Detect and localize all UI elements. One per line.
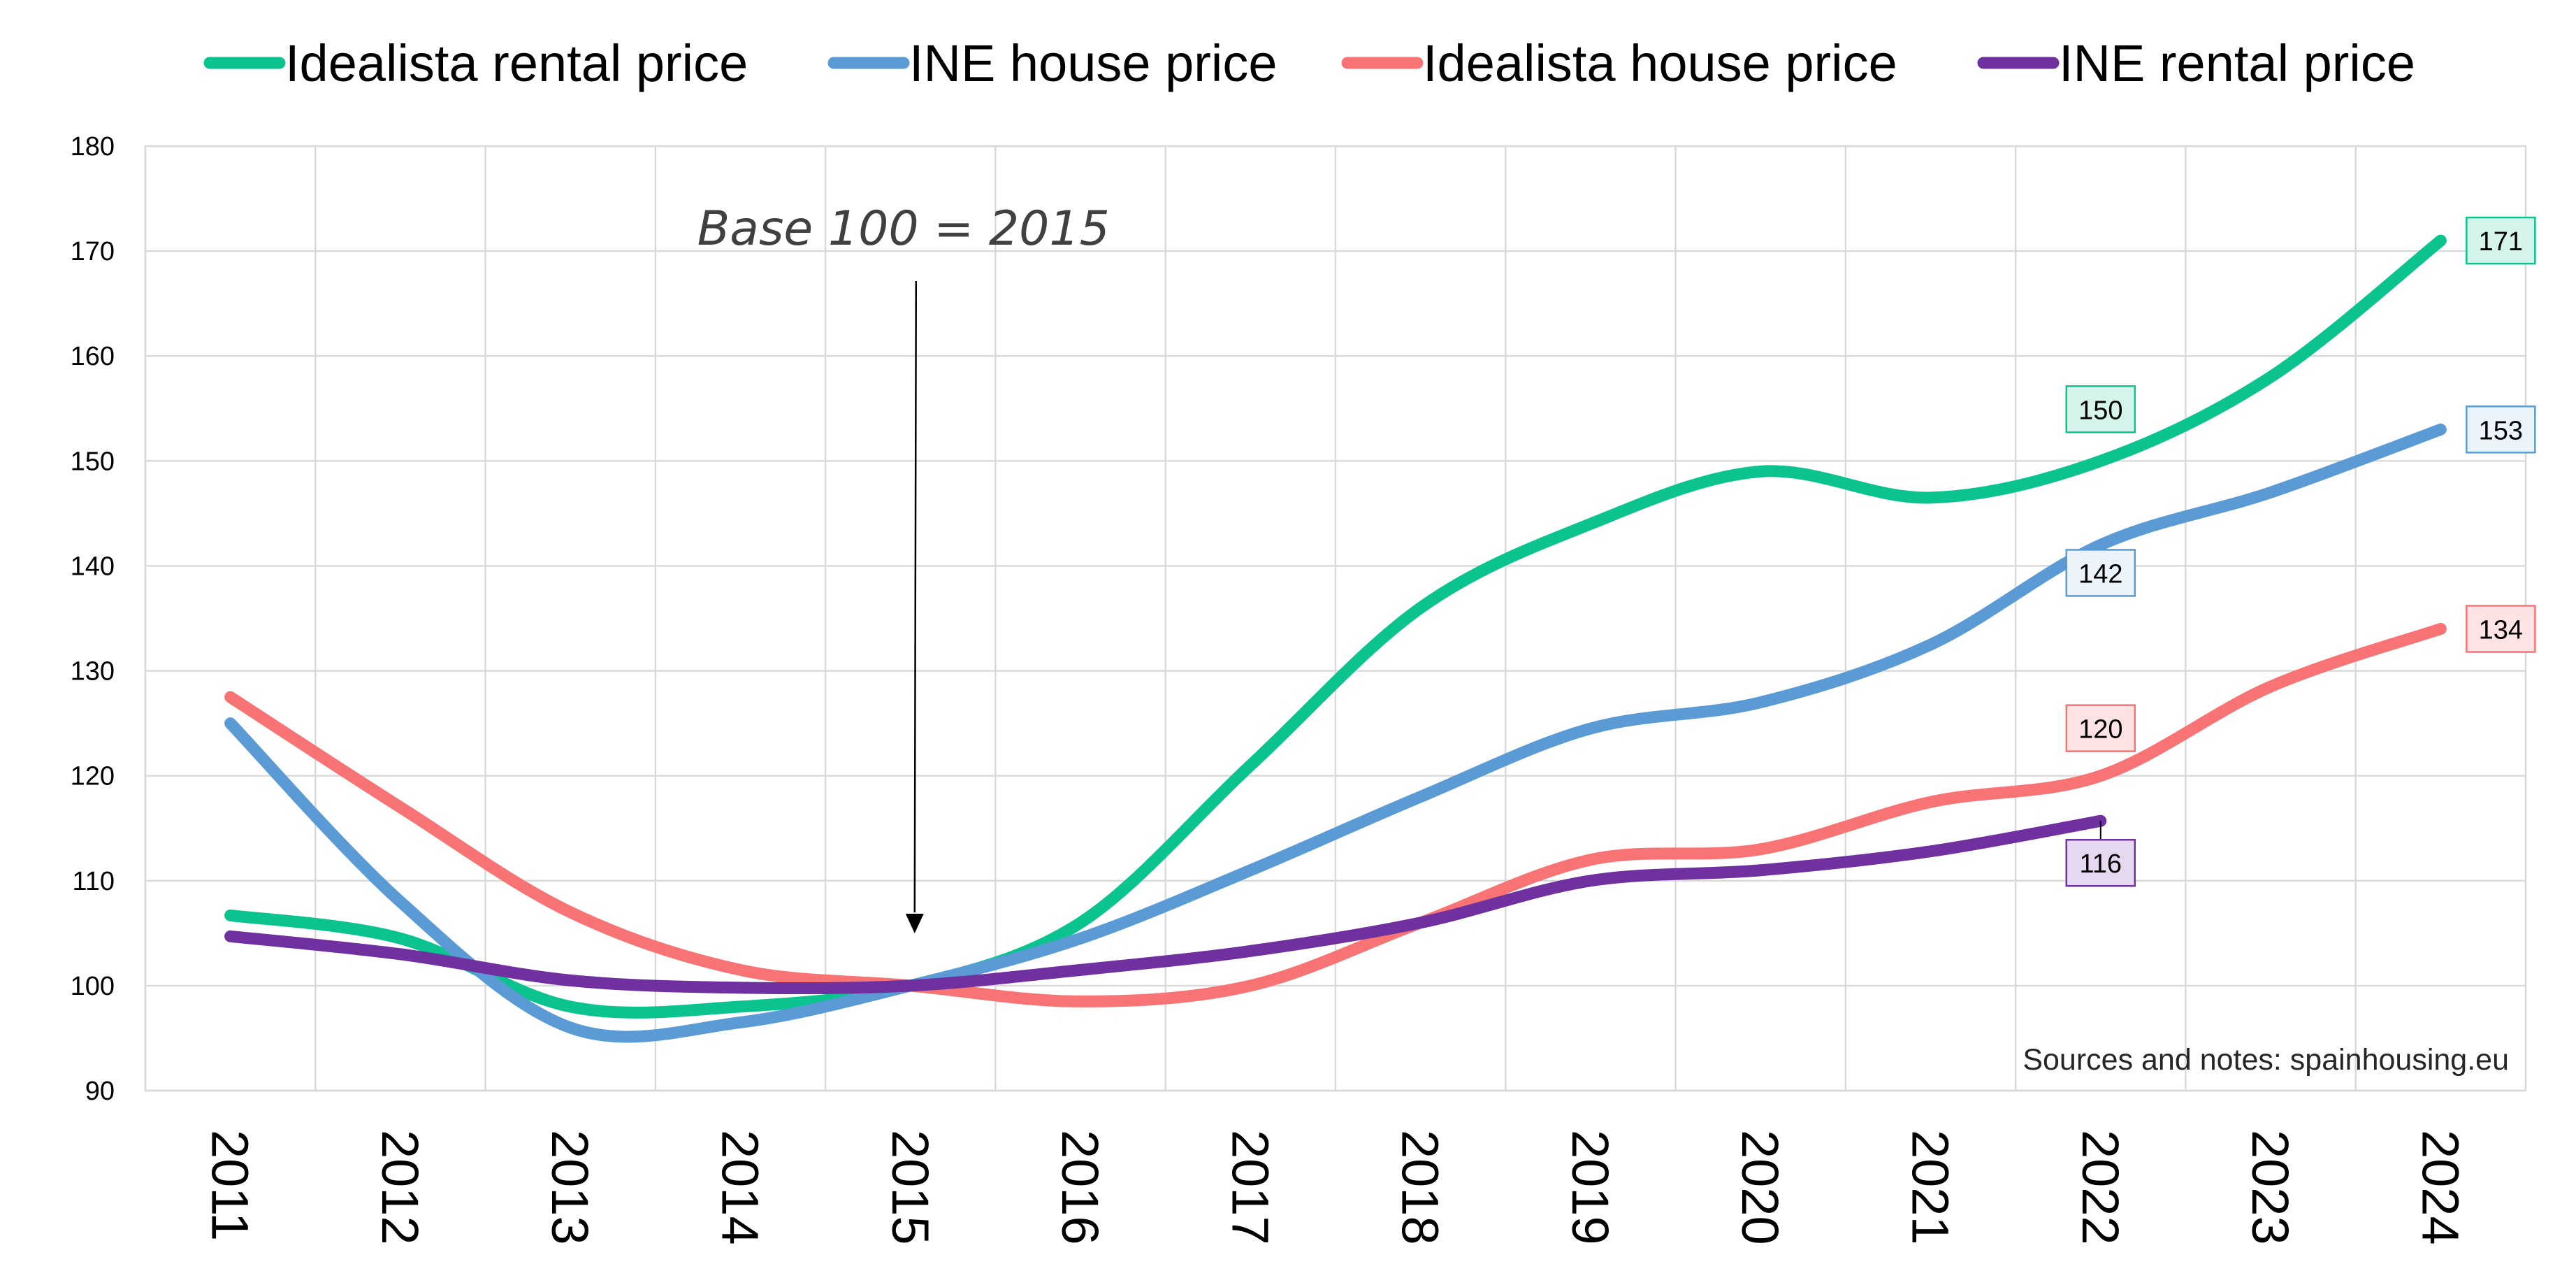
- legend-label: Idealista house price: [1423, 34, 1897, 92]
- x-tick-label: 2023: [2241, 1130, 2299, 1245]
- x-tick-label: 2012: [371, 1130, 429, 1245]
- y-tick-label: 170: [71, 237, 115, 266]
- y-axis: 90 100 110 120 130 140 150 160 170 180: [71, 132, 115, 1106]
- data-label-box: [2065, 838, 2136, 887]
- x-tick-label: 2022: [2071, 1130, 2129, 1245]
- y-tick-label: 150: [71, 447, 115, 476]
- data-label-box: [2065, 385, 2136, 433]
- data-label-box: [2466, 405, 2536, 454]
- data-label-box: [2466, 605, 2536, 653]
- x-axis: 2011 2012 2013 2014 2015 2016 2017 2018 2019 2020…: [201, 1130, 2470, 1245]
- legend-label: INE rental price: [2059, 34, 2415, 92]
- x-tick-label: 2020: [1731, 1130, 1789, 1245]
- series-line-idealista-house-price: [224, 623, 2447, 1007]
- data-labels: 171 150 153 142 134 120 116: [2065, 216, 2536, 887]
- x-tick-label: 2014: [711, 1130, 769, 1245]
- x-tick-label: 2021: [1902, 1130, 1960, 1245]
- legend-label: INE house price: [909, 34, 1278, 92]
- base-annotation-arrow: [913, 280, 918, 913]
- y-tick-label: 130: [71, 657, 115, 687]
- data-label: 142: [2078, 559, 2122, 589]
- series-line-ine-rental-price: [224, 814, 2107, 995]
- source-note: Sources and notes: spainhousing.eu: [2023, 1043, 2509, 1077]
- data-label-box: [2065, 549, 2136, 597]
- data-label: 116: [2079, 849, 2122, 879]
- data-label-box: [2065, 704, 2136, 752]
- x-tick-label: 2018: [1391, 1130, 1449, 1245]
- x-tick-label: 2011: [201, 1130, 259, 1241]
- x-tick-label: 2024: [2411, 1130, 2469, 1245]
- base-annotation-text: Base 100 = 2015: [697, 201, 1110, 257]
- y-tick-label: 90: [85, 1077, 115, 1106]
- y-tick-label: 180: [71, 132, 115, 161]
- chart-legend: Idealista rental price INE house price Ide…: [203, 34, 2415, 92]
- y-tick-label: 110: [72, 867, 115, 896]
- legend-label: Idealista rental price: [285, 34, 748, 92]
- base-annotation: Base 100 = 2015: [697, 201, 1110, 933]
- data-label: 150: [2078, 396, 2122, 425]
- y-tick-label: 120: [71, 762, 115, 791]
- x-tick-label: 2013: [541, 1130, 599, 1245]
- data-label: 134: [2479, 616, 2523, 645]
- data-label: 153: [2479, 416, 2523, 445]
- x-tick-label: 2016: [1051, 1130, 1109, 1245]
- x-tick-label: 2017: [1221, 1130, 1279, 1245]
- data-label: 120: [2078, 715, 2122, 745]
- base-annotation-arrowhead: [905, 914, 924, 933]
- x-tick-label: 2019: [1561, 1130, 1619, 1245]
- data-label-box: [2466, 216, 2536, 265]
- y-tick-label: 160: [71, 342, 115, 371]
- chart-grid: [144, 145, 2527, 1092]
- y-tick-label: 140: [71, 552, 115, 581]
- y-tick-label: 100: [71, 972, 115, 1001]
- x-tick-label: 2015: [881, 1130, 939, 1245]
- series-line-idealista-rental-price: [224, 234, 2447, 1019]
- data-label: 171: [2479, 227, 2523, 257]
